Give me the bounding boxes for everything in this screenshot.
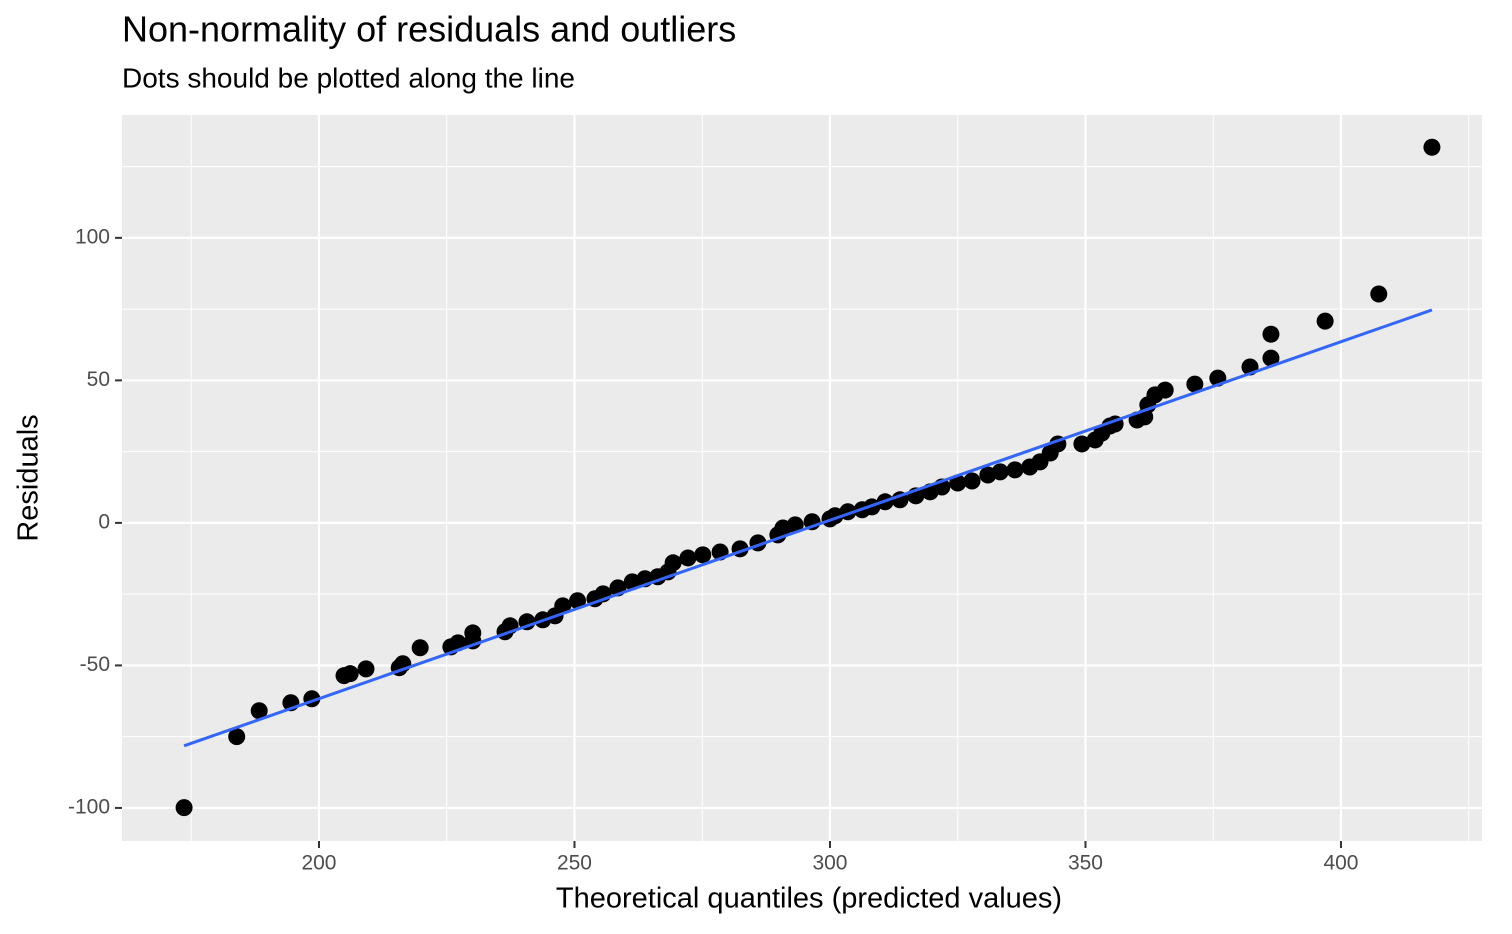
- y-tick-label: -50: [80, 653, 110, 676]
- x-tick-label: 350: [1068, 852, 1103, 875]
- point: [949, 474, 967, 492]
- point: [623, 573, 641, 591]
- point: [228, 728, 246, 746]
- point: [963, 472, 981, 490]
- point: [411, 639, 429, 657]
- y-tick-label: -100: [68, 795, 110, 818]
- y-tick-label: 100: [75, 225, 110, 248]
- y-tick-label: 0: [98, 510, 110, 533]
- point: [1186, 375, 1204, 393]
- x-tick-label: 250: [557, 852, 592, 875]
- point: [679, 549, 697, 567]
- point: [1156, 381, 1174, 399]
- plot-panel: [122, 115, 1482, 841]
- y-tick-label: 50: [87, 368, 110, 391]
- x-axis-title: Theoretical quantiles (predicted values): [556, 883, 1062, 915]
- point: [569, 592, 587, 610]
- point: [1262, 349, 1280, 367]
- chart-subtitle: Dots should be plotted along the line: [122, 62, 575, 93]
- point: [341, 665, 359, 683]
- reference-line: [183, 308, 1433, 748]
- point: [357, 660, 375, 678]
- point: [991, 463, 1009, 481]
- x-tick-label: 200: [301, 852, 336, 875]
- point: [1370, 285, 1388, 303]
- point: [1262, 325, 1280, 343]
- point: [1423, 138, 1441, 156]
- chart-title: Non-normality of residuals and outliers: [122, 9, 736, 50]
- y-axis-title: Residuals: [13, 414, 45, 541]
- point: [175, 799, 193, 817]
- point: [464, 624, 482, 642]
- point: [1316, 312, 1334, 330]
- point: [554, 597, 572, 615]
- x-tick-label: 300: [812, 852, 847, 875]
- point: [1006, 461, 1024, 479]
- point: [250, 702, 268, 720]
- x-tick-label: 400: [1323, 852, 1358, 875]
- point: [786, 516, 804, 534]
- point: [1073, 435, 1091, 453]
- point: [664, 554, 682, 572]
- point: [694, 546, 712, 564]
